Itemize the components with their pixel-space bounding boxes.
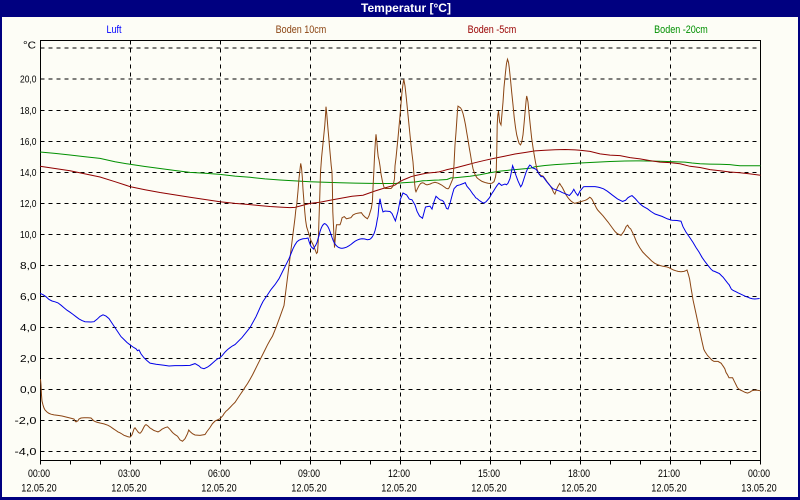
svg-text:09:00: 09:00 bbox=[298, 468, 320, 480]
svg-text:18:00: 18:00 bbox=[568, 468, 590, 480]
svg-text:21:00: 21:00 bbox=[658, 468, 680, 480]
svg-text:14,0: 14,0 bbox=[20, 167, 37, 179]
svg-text:10,0: 10,0 bbox=[20, 229, 37, 241]
svg-text:4,0: 4,0 bbox=[20, 322, 37, 334]
svg-text:-2,0: -2,0 bbox=[15, 415, 37, 427]
svg-text:18,0: 18,0 bbox=[20, 105, 37, 117]
svg-text:20,0: 20,0 bbox=[20, 74, 37, 86]
svg-text:12.05.20: 12.05.20 bbox=[471, 483, 507, 495]
svg-text:12:00: 12:00 bbox=[388, 468, 410, 480]
svg-text:12.05.20: 12.05.20 bbox=[201, 483, 237, 495]
svg-text:8,0: 8,0 bbox=[20, 260, 37, 272]
svg-text:00:00: 00:00 bbox=[748, 468, 770, 480]
svg-text:12.05.20: 12.05.20 bbox=[651, 483, 687, 495]
svg-text:12.05.20: 12.05.20 bbox=[111, 483, 147, 495]
svg-text:12.05.20: 12.05.20 bbox=[381, 483, 417, 495]
svg-text:12,0: 12,0 bbox=[20, 198, 37, 210]
svg-text:16,0: 16,0 bbox=[20, 136, 37, 148]
svg-text:03:00: 03:00 bbox=[118, 468, 140, 480]
svg-text:15:00: 15:00 bbox=[478, 468, 500, 480]
svg-text:12.05.20: 12.05.20 bbox=[21, 483, 57, 495]
svg-text:0,0: 0,0 bbox=[20, 384, 37, 396]
svg-text:6,0: 6,0 bbox=[20, 291, 37, 303]
svg-text:12.05.20: 12.05.20 bbox=[291, 483, 327, 495]
svg-text:06:00: 06:00 bbox=[208, 468, 230, 480]
svg-text:00:00: 00:00 bbox=[28, 468, 50, 480]
svg-text:13.05.20: 13.05.20 bbox=[741, 483, 777, 495]
svg-text:°C: °C bbox=[23, 40, 36, 52]
svg-text:-4,0: -4,0 bbox=[15, 446, 37, 458]
svg-text:12.05.20: 12.05.20 bbox=[561, 483, 597, 495]
svg-text:2,0: 2,0 bbox=[20, 353, 37, 365]
